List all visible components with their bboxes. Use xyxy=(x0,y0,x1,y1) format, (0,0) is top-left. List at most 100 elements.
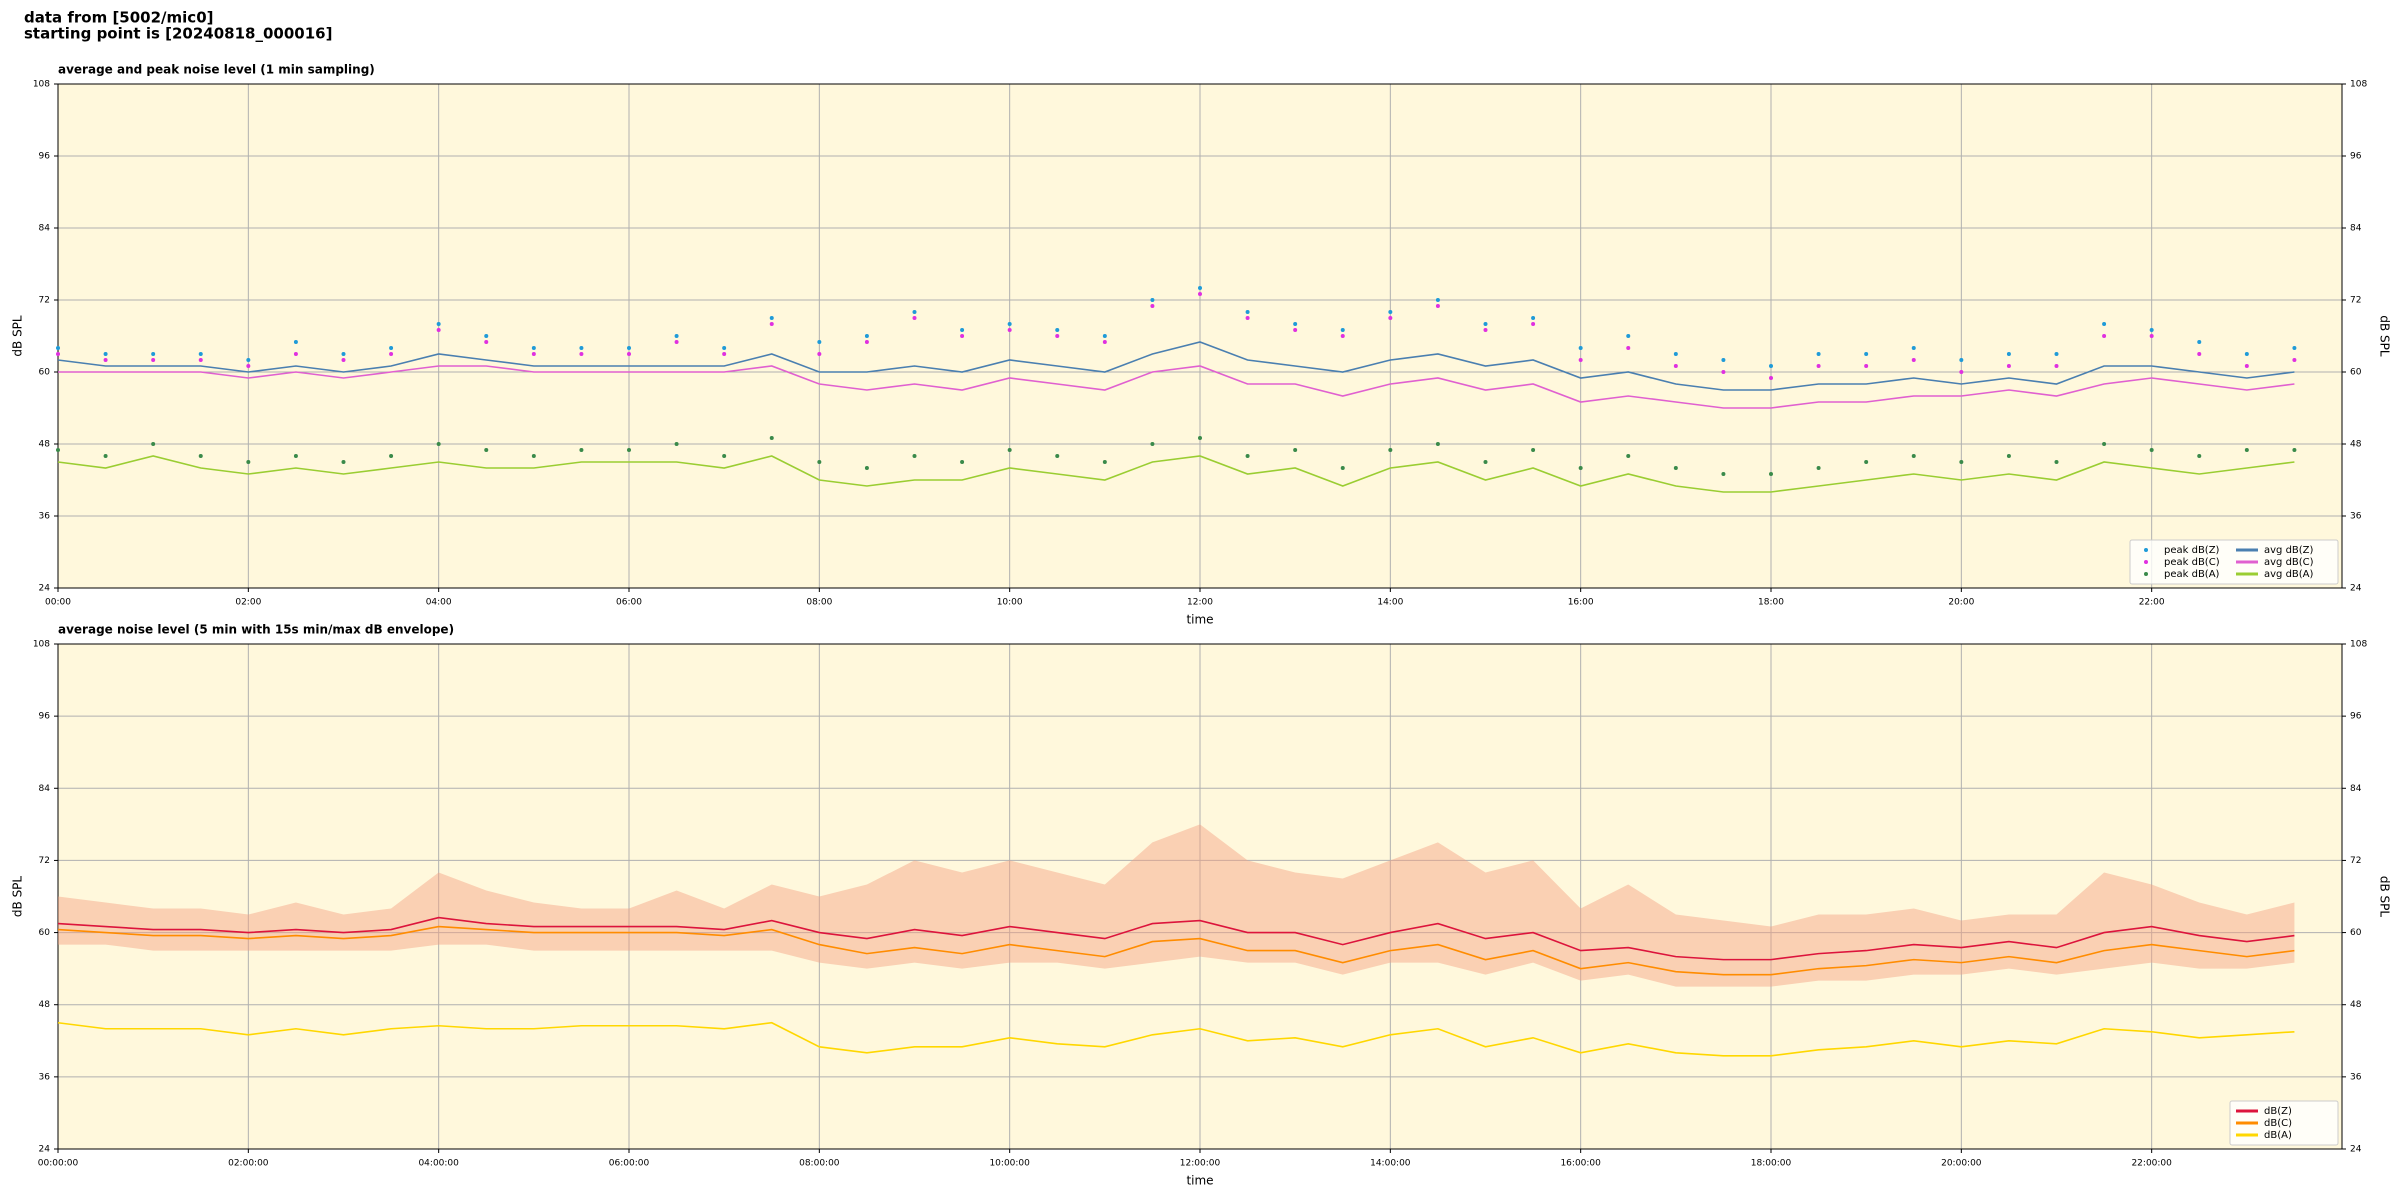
peak-dot xyxy=(56,352,60,356)
legend-marker xyxy=(2144,560,2148,564)
peak-dot xyxy=(389,454,394,458)
x-tick-label: 08:00 xyxy=(806,598,832,608)
peak-dot xyxy=(1769,364,1773,368)
plot-frame xyxy=(57,643,2343,1150)
x-axis-label: time xyxy=(1186,613,1213,627)
chart-title: average and peak noise level (1 min samp… xyxy=(58,63,375,77)
y-tick-label: 36 xyxy=(39,512,51,522)
y-axis-label: dB SPL xyxy=(2378,876,2392,918)
peak-dot xyxy=(103,454,108,458)
peak-dot xyxy=(198,352,203,356)
y-tick-label: 108 xyxy=(2350,80,2367,90)
peak-dot xyxy=(864,340,869,344)
x-tick-label: 16:00 xyxy=(1568,598,1594,608)
peak-dot xyxy=(2244,364,2249,368)
y-tick-label: 108 xyxy=(33,80,50,90)
peak-dot xyxy=(531,346,536,350)
x-tick-label: 02:00:00 xyxy=(228,1159,269,1169)
peak-dot xyxy=(1816,352,1821,356)
peak-dot xyxy=(1959,370,1964,374)
peak-dot xyxy=(1721,472,1726,476)
x-tick-label: 14:00 xyxy=(1377,598,1403,608)
x-tick-label: 20:00 xyxy=(1948,598,1974,608)
peak-dot xyxy=(198,358,203,362)
legend-label: dB(Z) xyxy=(2264,1106,2292,1117)
peak-dot xyxy=(1959,460,1964,464)
peak-dot xyxy=(1626,346,1631,350)
peak-dot xyxy=(1293,448,1298,452)
peak-dot xyxy=(2054,352,2059,356)
peak-dot xyxy=(2197,454,2202,458)
legend-marker xyxy=(2144,548,2148,552)
series-line xyxy=(57,341,2295,391)
peak-dot xyxy=(674,442,679,446)
y-tick-label: 24 xyxy=(2350,584,2362,594)
peak-dot xyxy=(2292,448,2297,452)
peak-dot xyxy=(1435,298,1440,302)
peak-dot xyxy=(1198,286,1202,290)
peak-dot xyxy=(246,460,251,464)
peak-dot xyxy=(1198,436,1202,440)
peak-dot xyxy=(817,340,822,344)
peak-dot xyxy=(579,448,584,452)
peak-dot xyxy=(341,358,346,362)
chart-title: average noise level (5 min with 15s min/… xyxy=(58,623,454,637)
y-axis-label: dB SPL xyxy=(11,315,25,357)
peak-dot xyxy=(1293,328,1298,332)
y-tick-label: 96 xyxy=(39,152,51,162)
y-tick-label: 48 xyxy=(39,1000,51,1010)
x-tick-label: 00:00:00 xyxy=(38,1159,79,1169)
peak-dot xyxy=(1769,472,1773,476)
x-tick-label: 02:00 xyxy=(235,598,261,608)
peak-dot xyxy=(1198,292,1202,296)
peak-dot xyxy=(531,352,536,356)
peak-dot xyxy=(1150,304,1155,308)
y-axis-label: dB SPL xyxy=(2378,315,2392,357)
peak-dot xyxy=(1816,466,1821,470)
x-tick-label: 18:00 xyxy=(1758,598,1784,608)
x-tick-label: 12:00 xyxy=(1187,598,1213,608)
peak-dot xyxy=(722,346,727,350)
peak-dot xyxy=(1959,358,1964,362)
peak-dot xyxy=(1911,358,1916,362)
y-tick-label: 48 xyxy=(39,440,51,450)
x-tick-label: 04:00:00 xyxy=(418,1159,459,1169)
y-tick-label: 96 xyxy=(2350,152,2362,162)
peak-dot xyxy=(769,316,774,320)
peak-dot xyxy=(246,358,251,362)
peak-dot xyxy=(436,328,441,332)
peak-dot xyxy=(1531,316,1536,320)
x-tick-label: 22:00 xyxy=(2139,598,2165,608)
peak-dot xyxy=(722,454,727,458)
peak-dot xyxy=(1483,322,1488,326)
x-tick-label: 16:00:00 xyxy=(1560,1159,1601,1169)
legend-label: dB(A) xyxy=(2264,1130,2292,1141)
peak-dot xyxy=(1340,466,1345,470)
y-tick-label: 24 xyxy=(39,1145,51,1155)
peak-dot xyxy=(1055,454,1060,458)
peak-dot xyxy=(293,454,298,458)
y-tick-label: 36 xyxy=(2350,1072,2362,1082)
peak-dot xyxy=(864,334,869,338)
peak-dot xyxy=(56,346,60,350)
legend-label: avg dB(A) xyxy=(2264,569,2314,580)
peak-dot xyxy=(2102,334,2107,338)
peak-dot xyxy=(151,358,156,362)
peak-dot xyxy=(2006,364,2011,368)
y-axis-label: dB SPL xyxy=(11,876,25,918)
header-line: starting point is [20240818_000016] xyxy=(24,25,332,43)
peak-dot xyxy=(1578,346,1583,350)
peak-dot xyxy=(627,346,631,350)
peak-dot xyxy=(2006,454,2011,458)
peak-dot xyxy=(246,364,251,368)
y-tick-label: 24 xyxy=(39,584,51,594)
peak-dot xyxy=(1673,466,1678,470)
peak-dot xyxy=(1245,310,1250,314)
peak-dot xyxy=(1911,454,1916,458)
peak-dot xyxy=(1626,454,1631,458)
peak-dot xyxy=(1150,298,1155,302)
peak-dot xyxy=(484,448,489,452)
peak-dot xyxy=(1340,328,1345,332)
peak-dot xyxy=(2149,448,2154,452)
x-tick-label: 08:00:00 xyxy=(799,1159,840,1169)
